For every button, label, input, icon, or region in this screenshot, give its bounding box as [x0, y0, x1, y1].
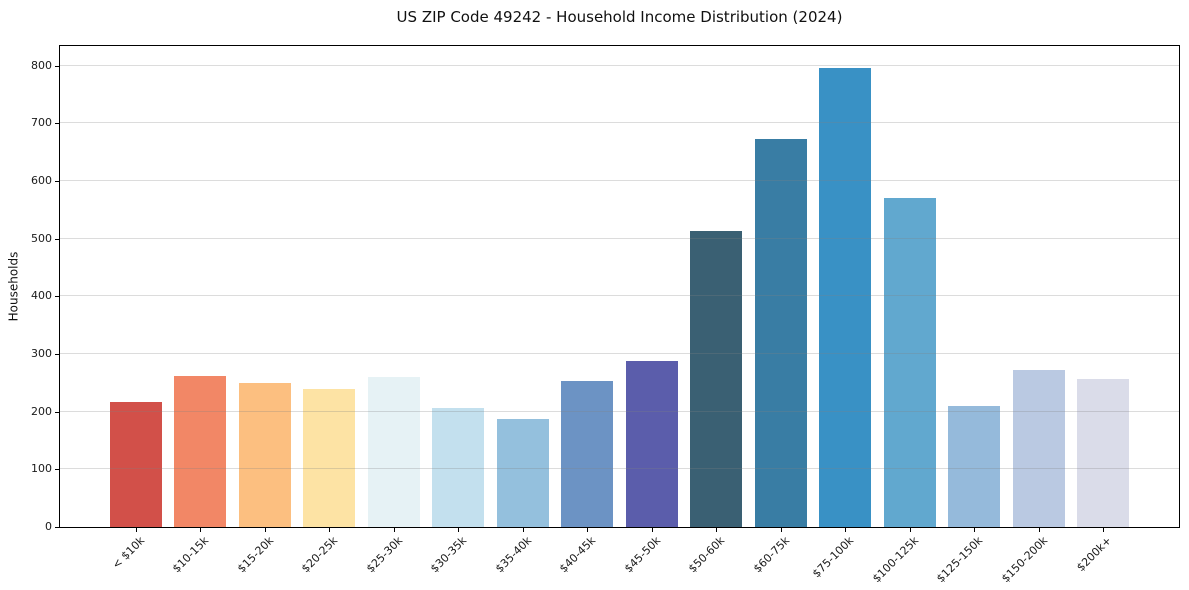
- x-tick-mark-$125-150k: [974, 528, 976, 532]
- bar-$125-150k: [948, 406, 1001, 527]
- y-tick-label-400: 400: [31, 289, 52, 303]
- y-tick-label-300: 300: [31, 346, 52, 360]
- bar-$15-20k: [238, 383, 291, 527]
- y-tick-label-500: 500: [31, 231, 52, 245]
- gridline-100: [60, 468, 1179, 470]
- x-tick-mark-$35-40k: [522, 528, 524, 532]
- x-tick-mark-$25-30k: [393, 528, 395, 532]
- y-tick-mark-400: [55, 296, 59, 298]
- y-tick-label-600: 600: [31, 173, 52, 187]
- x-tick-mark-$45-50k: [651, 528, 653, 532]
- gridline-500: [60, 237, 1179, 239]
- bar-$200k+: [1077, 379, 1130, 527]
- bar-$35-40k: [496, 419, 549, 527]
- bar-$10-15k: [174, 376, 227, 527]
- x-tick-mark-$60-75k: [780, 528, 782, 532]
- gridline-600: [60, 179, 1179, 181]
- y-tick-label-200: 200: [31, 404, 52, 418]
- x-tick-mark-$50-60k: [716, 528, 718, 532]
- plot-area: [59, 45, 1180, 528]
- gridline-700: [60, 122, 1179, 124]
- x-tick-mark-$15-20k: [264, 528, 266, 532]
- y-tick-mark-300: [55, 353, 59, 355]
- x-tick-mark-$40-45k: [587, 528, 589, 532]
- y-tick-mark-0: [55, 527, 59, 528]
- x-tick-mark-$150-200k: [1038, 528, 1040, 532]
- y-tick-label-700: 700: [31, 116, 52, 130]
- y-tick-mark-200: [55, 411, 59, 413]
- y-tick-mark-800: [55, 65, 59, 67]
- y-tick-mark-100: [55, 469, 59, 471]
- bar-$60-75k: [754, 139, 807, 527]
- bar-$20-25k: [303, 389, 356, 527]
- bar-$25-30k: [367, 377, 420, 527]
- y-tick-mark-700: [55, 123, 59, 125]
- gridline-200: [60, 410, 1179, 412]
- bar-$75-100k: [819, 67, 872, 527]
- bar-$30-35k: [432, 408, 485, 527]
- x-tick-mark-< $10k: [135, 528, 137, 532]
- x-tick-label-< $10k: < $10k: [109, 534, 147, 572]
- bar-$150-200k: [1012, 370, 1065, 527]
- x-tick-mark-$30-35k: [458, 528, 460, 532]
- bar-< $10k: [109, 402, 162, 527]
- x-tick-mark-$10-15k: [200, 528, 202, 532]
- y-tick-label-100: 100: [31, 462, 52, 476]
- bar-$40-45k: [561, 381, 614, 527]
- x-tick-mark-$20-25k: [329, 528, 331, 532]
- x-tick-mark-$75-100k: [845, 528, 847, 532]
- x-tick-mark-$200k+: [1103, 528, 1105, 532]
- y-tick-mark-500: [55, 238, 59, 240]
- y-tick-label-800: 800: [31, 58, 52, 72]
- gridline-400: [60, 295, 1179, 297]
- bar-$100-125k: [883, 198, 936, 527]
- chart-title: US ZIP Code 49242 - Household Income Dis…: [396, 8, 843, 26]
- y-tick-label-0: 0: [45, 520, 52, 533]
- x-tick-mark-$100-125k: [909, 528, 911, 532]
- bar-$45-50k: [625, 361, 678, 527]
- gridline-800: [60, 64, 1179, 66]
- y-tick-mark-600: [55, 180, 59, 182]
- bar-$50-60k: [690, 230, 743, 527]
- gridline-300: [60, 352, 1179, 354]
